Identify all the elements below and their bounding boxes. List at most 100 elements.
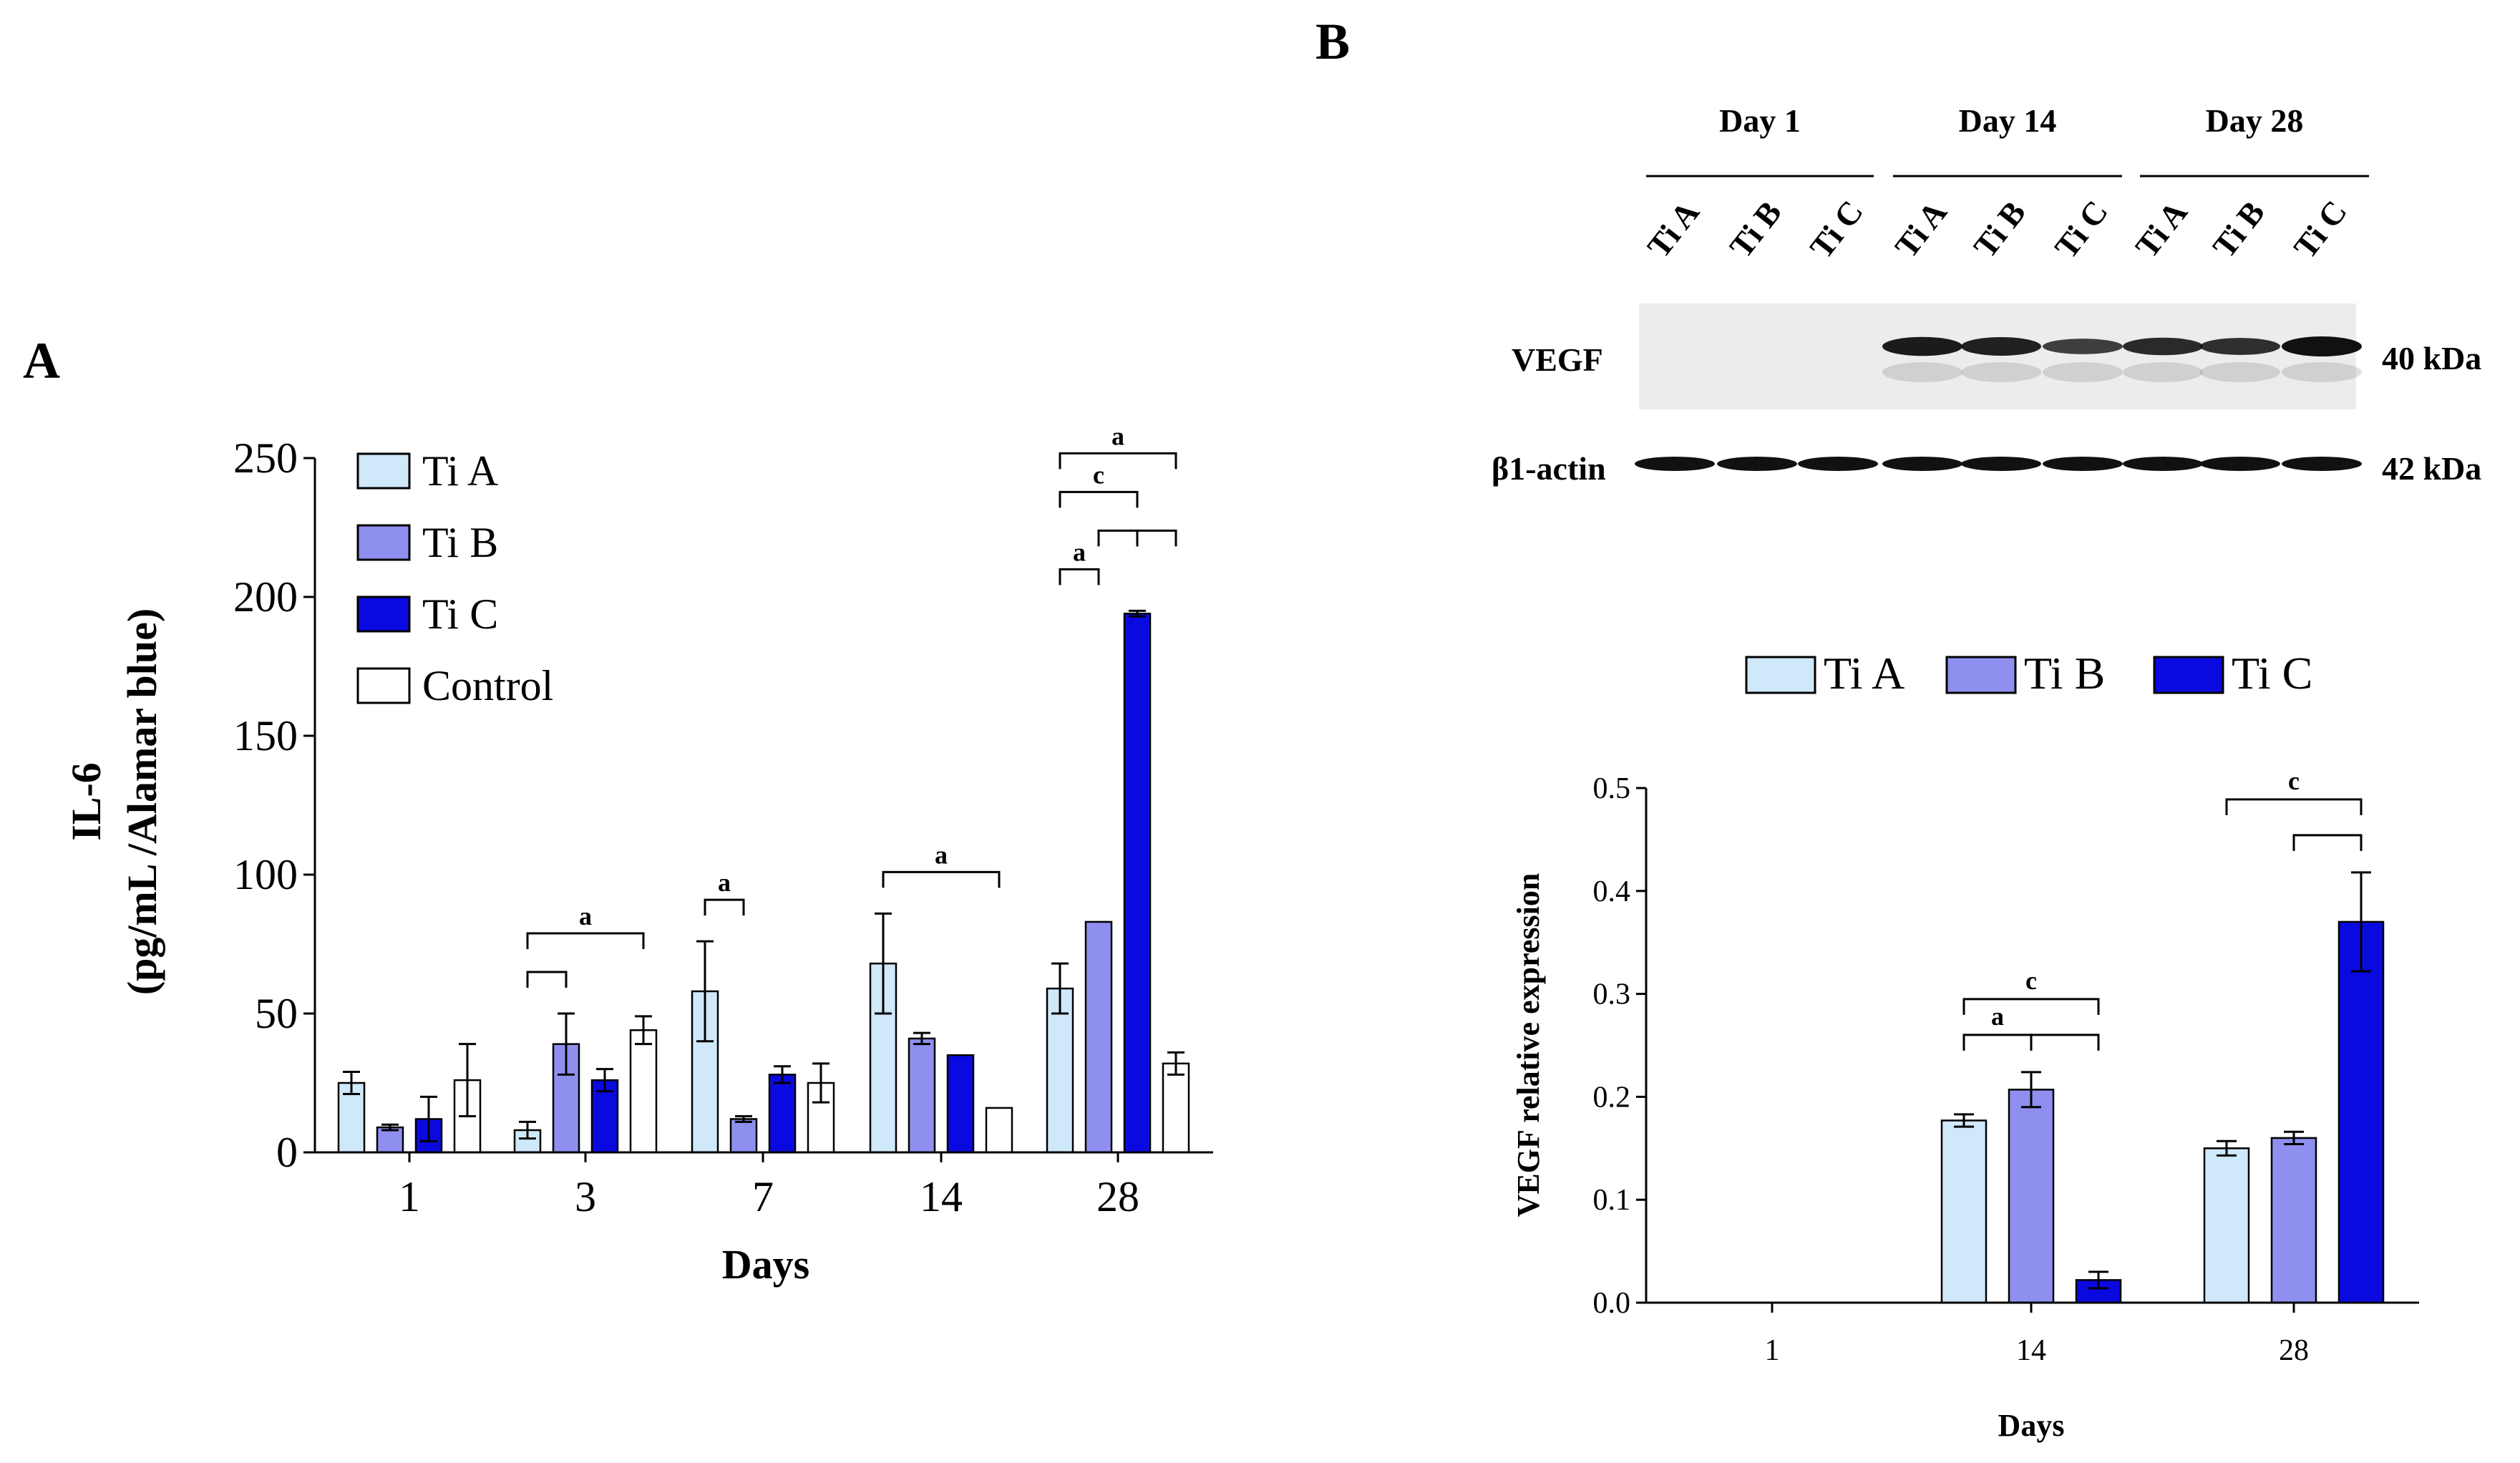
il6-legend-swatch xyxy=(356,596,411,633)
il6-significance-label: a xyxy=(1073,538,1086,566)
il6-y-tick-label: 50 xyxy=(255,990,298,1037)
blot-day-label: Day 28 xyxy=(2206,102,2304,139)
il6-legend-swatch xyxy=(356,524,411,561)
il6-y-tick-label: 0 xyxy=(276,1129,298,1176)
vegf-bar-ti-a-day-14 xyxy=(1940,1119,1988,1304)
il6-y-tick-label: 200 xyxy=(233,573,298,621)
il6-significance-label: a xyxy=(579,902,592,930)
il6-significance-bracket xyxy=(526,932,645,949)
il6-x-tick-label: 3 xyxy=(575,1173,596,1220)
vegf-row-label: VEGF xyxy=(1512,341,1603,378)
vegf-x-tick-label: 14 xyxy=(2016,1334,2046,1367)
blot-day-label: Day 1 xyxy=(1719,102,1801,139)
blot-lane-label: Ti A xyxy=(1888,194,1954,264)
actin-band xyxy=(2123,457,2203,471)
actin-size-label: 42 kDa xyxy=(2382,450,2481,487)
vegf-legend-swatch xyxy=(2153,656,2224,694)
il6-legend-label: Control xyxy=(422,662,553,709)
vegf-x-tick-label: 28 xyxy=(2279,1334,2309,1367)
actin-band xyxy=(1635,457,1715,471)
il6-significance-label: a xyxy=(935,840,948,869)
blot-lane-label: Ti B xyxy=(1967,194,2033,264)
vegf-significance-bracket xyxy=(2225,798,2363,815)
il6-bar-ti-c-day-7 xyxy=(768,1074,797,1154)
il6-bar-ti-b-day-7 xyxy=(729,1118,758,1154)
vegf-band xyxy=(2043,339,2123,354)
actin-band xyxy=(2043,457,2123,471)
actin-row-label: β1-actin xyxy=(1492,450,1606,487)
vegf-band xyxy=(2282,336,2362,356)
il6-bar-control-day-14 xyxy=(985,1107,1013,1154)
il6-significance-bracket xyxy=(704,898,745,916)
il6-legend-label: Ti B xyxy=(422,519,498,566)
vegf-significance-label: a xyxy=(1991,1002,2004,1031)
vegf-y-tick-label: 0.4 xyxy=(1593,875,1631,908)
vegf-significance-bracket xyxy=(2292,834,2363,851)
vegf-band-smear xyxy=(2200,362,2280,382)
il6-bar-ti-b-day-28 xyxy=(1084,920,1113,1154)
il6-significance-bracket xyxy=(882,870,1001,888)
vegf-legend: Ti A Ti B Ti C xyxy=(1745,648,2312,699)
actin-band xyxy=(1882,457,1962,471)
vegf-bar-ti-a-day-28 xyxy=(2203,1147,2250,1304)
il6-significance-bracket xyxy=(1059,490,1139,508)
vegf-legend-label: Ti C xyxy=(2232,648,2312,699)
il6-x-axis-title: Days xyxy=(722,1241,809,1288)
il6-legend-label: Ti A xyxy=(422,447,498,495)
il6-significance-bracket xyxy=(1136,529,1177,547)
actin-band xyxy=(1961,457,2041,471)
vegf-band xyxy=(1882,336,1962,356)
vegf-band-smear xyxy=(2043,362,2123,382)
il6-legend-label: Ti C xyxy=(422,590,498,638)
vegf-legend-label: Ti B xyxy=(2024,648,2105,699)
vegf-band-smear xyxy=(2282,362,2362,382)
vegf-significance-label: c xyxy=(2025,966,2037,995)
il6-bar-ti-b-day-14 xyxy=(908,1037,936,1154)
actin-band xyxy=(1798,457,1878,471)
vegf-significance-bracket xyxy=(1962,1034,2033,1051)
il6-legend-swatch xyxy=(356,667,411,704)
il6-y-tick-label: 100 xyxy=(233,851,298,898)
vegf-band-smear xyxy=(1961,362,2041,382)
blot-lane-label: Ti A xyxy=(1640,194,1706,264)
il6-significance-bracket xyxy=(1059,452,1177,470)
vegf-band xyxy=(2123,337,2203,356)
vegf-bar-ti-b-day-14 xyxy=(2008,1089,2055,1304)
il6-significance-label: c xyxy=(1093,460,1104,489)
il6-x-tick-label: 1 xyxy=(399,1173,420,1220)
vegf-significance-bracket xyxy=(2030,1034,2100,1051)
il6-significance-bracket xyxy=(1097,529,1139,547)
vegf-x-tick-label: 1 xyxy=(1765,1334,1780,1367)
vegf-y-tick-label: 0.0 xyxy=(1593,1287,1631,1320)
il6-significance-label: a xyxy=(1111,422,1124,450)
il6-significance-bracket xyxy=(526,971,568,988)
actin-band xyxy=(2282,457,2362,471)
vegf-legend-swatch xyxy=(1945,656,2017,694)
vegf-band-smear xyxy=(2123,362,2203,382)
il6-x-tick-label: 28 xyxy=(1096,1173,1139,1220)
blot-lane-label: Ti C xyxy=(1803,193,1870,265)
blot-lane-label: Ti B xyxy=(1723,194,1789,264)
actin-band xyxy=(1717,457,1797,471)
vegf-x-axis-title: Days xyxy=(1998,1408,2065,1443)
vegf-band xyxy=(1961,337,2041,356)
vegf-blot-strip xyxy=(1639,303,2356,409)
vegf-legend-swatch xyxy=(1745,656,1816,694)
blot-lane-label: Ti A xyxy=(2129,194,2194,264)
blot-lane-label: Ti C xyxy=(2287,193,2354,265)
blot-lane-label: Ti C xyxy=(2048,193,2115,265)
vegf-band-smear xyxy=(1882,362,1962,382)
vegf-bar-chart: acc 0.00.10.20.30.40.51 14 28 VEGF relativ… xyxy=(1511,648,2419,1443)
vegf-legend-label: Ti A xyxy=(1824,648,1904,699)
il6-x-tick-label: 7 xyxy=(752,1173,774,1220)
il6-legend-swatch xyxy=(356,452,411,490)
il6-bar-control-day-3 xyxy=(629,1029,658,1154)
vegf-y-tick-label: 0.1 xyxy=(1593,1184,1631,1217)
western-blot: Day 1 Day 14 Day 28 Ti A Ti B Ti C Ti A Ti B Ti… xyxy=(1492,102,2481,487)
il6-significance-bracket xyxy=(1059,568,1100,585)
panel-letter-a: A xyxy=(23,332,60,389)
il6-legend: Ti A Ti B Ti C Control xyxy=(356,447,553,709)
vegf-significance-label: c xyxy=(2288,767,2300,795)
